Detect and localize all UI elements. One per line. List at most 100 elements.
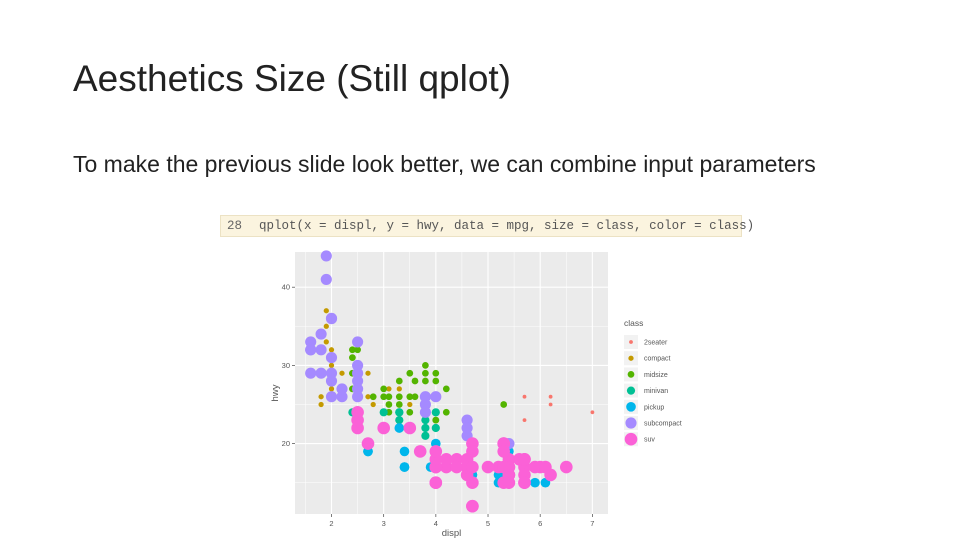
data-point-subcompact	[430, 391, 442, 403]
data-point-subcompact	[315, 328, 327, 340]
y-tick-label: 20	[282, 439, 290, 448]
data-point-2seater	[522, 418, 527, 422]
legend-label: compact	[644, 356, 671, 363]
data-point-midsize	[406, 369, 414, 377]
data-point-midsize	[369, 393, 377, 401]
plot-panel	[295, 252, 608, 514]
data-point-subcompact	[305, 344, 317, 356]
x-tick-label: 2	[329, 519, 333, 528]
data-point-midsize	[395, 401, 403, 408]
data-point-compact	[328, 347, 335, 353]
data-point-suv	[518, 476, 531, 489]
data-point-midsize	[395, 377, 403, 385]
data-point-2seater	[548, 394, 553, 399]
data-point-compact	[328, 386, 335, 392]
data-point-subcompact	[305, 336, 317, 348]
code-line: 28 qplot(x = displ, y = hwy, data = mpg, …	[220, 215, 754, 237]
y-tick-label: 40	[282, 283, 290, 292]
data-point-suv	[403, 421, 417, 435]
data-point-suv	[440, 453, 453, 466]
data-point-midsize	[406, 393, 414, 401]
x-tick-label: 3	[382, 519, 386, 528]
x-tick-label: 7	[590, 519, 594, 528]
legend-key-pickup	[626, 401, 636, 412]
data-point-suv	[466, 460, 479, 474]
data-point-subcompact	[336, 391, 348, 403]
data-point-suv	[497, 460, 510, 474]
data-point-midsize	[395, 393, 403, 401]
data-point-subcompact	[461, 414, 473, 426]
data-point-suv	[466, 499, 479, 513]
legend-key-minivan	[626, 386, 636, 395]
data-point-subcompact	[325, 367, 338, 379]
data-point-midsize	[432, 377, 440, 385]
scatter-plot-image: 2 3 4 5 6 7 20 30 40 displ hwy class 2seater compact…	[262, 240, 694, 540]
legend-label: 2seater	[644, 340, 668, 347]
data-point-suv	[429, 445, 443, 458]
data-point-minivan	[431, 408, 440, 417]
data-point-subcompact	[352, 375, 364, 387]
data-point-suv	[361, 437, 375, 450]
data-point-suv	[413, 445, 427, 458]
data-point-minivan	[395, 408, 404, 417]
data-point-suv	[481, 460, 495, 474]
data-point-midsize	[422, 362, 429, 369]
data-point-midsize	[500, 401, 508, 408]
data-point-subcompact	[320, 273, 332, 285]
data-point-midsize	[432, 416, 440, 424]
legend-label: pickup	[644, 404, 664, 411]
data-point-compact	[365, 370, 371, 376]
code-text: qplot(x = displ, y = hwy, data = mpg, si…	[259, 219, 755, 233]
data-point-suv	[377, 421, 390, 435]
data-point-2seater	[548, 402, 553, 407]
data-point-suv	[429, 476, 443, 489]
data-point-compact	[407, 401, 413, 408]
data-point-subcompact	[352, 367, 364, 379]
data-point-subcompact	[461, 422, 473, 434]
data-point-midsize	[442, 385, 450, 393]
data-point-subcompact	[325, 375, 338, 387]
data-point-suv	[539, 460, 552, 474]
legend-label: minivan	[644, 388, 668, 395]
data-point-subcompact	[352, 336, 364, 348]
legend-label: midsize	[644, 372, 668, 379]
data-point-subcompact	[325, 312, 338, 325]
slide-body-text: To make the previous slide look better, …	[73, 151, 816, 177]
data-point-midsize	[411, 377, 419, 385]
data-point-suv	[497, 445, 510, 458]
data-point-suv	[351, 406, 364, 419]
data-point-pickup	[394, 423, 405, 433]
data-point-pickup	[399, 446, 410, 457]
data-point-2seater	[590, 410, 595, 415]
data-point-compact	[328, 362, 335, 369]
data-point-subcompact	[419, 406, 431, 418]
data-point-subcompact	[352, 359, 364, 371]
data-point-compact	[365, 394, 371, 400]
data-point-midsize	[422, 369, 429, 377]
slide-title: Aesthetics Size (Still qplot)	[73, 58, 512, 99]
data-point-subcompact	[419, 391, 431, 403]
data-point-midsize	[442, 408, 450, 416]
data-point-subcompact	[352, 383, 364, 395]
data-point-subcompact	[325, 352, 338, 364]
data-point-midsize	[349, 354, 356, 361]
data-point-compact	[370, 401, 376, 408]
data-point-minivan	[421, 416, 430, 425]
data-point-midsize	[380, 385, 388, 393]
data-point-suv	[528, 460, 542, 474]
data-point-subcompact	[352, 391, 364, 403]
y-tick-label: 30	[282, 361, 290, 370]
x-tick-label: 4	[434, 519, 438, 528]
legend-key-suv	[624, 432, 638, 446]
data-point-compact	[396, 386, 402, 392]
legend-label: subcompact	[644, 421, 682, 428]
data-point-minivan	[379, 408, 388, 417]
legend-key-midsize	[627, 371, 635, 378]
data-point-minivan	[431, 423, 440, 433]
data-point-suv	[450, 460, 463, 474]
data-point-compact	[323, 308, 329, 314]
data-point-midsize	[354, 346, 361, 354]
data-point-midsize	[380, 393, 388, 401]
data-point-subcompact	[336, 383, 348, 395]
data-point-suv	[560, 460, 573, 474]
